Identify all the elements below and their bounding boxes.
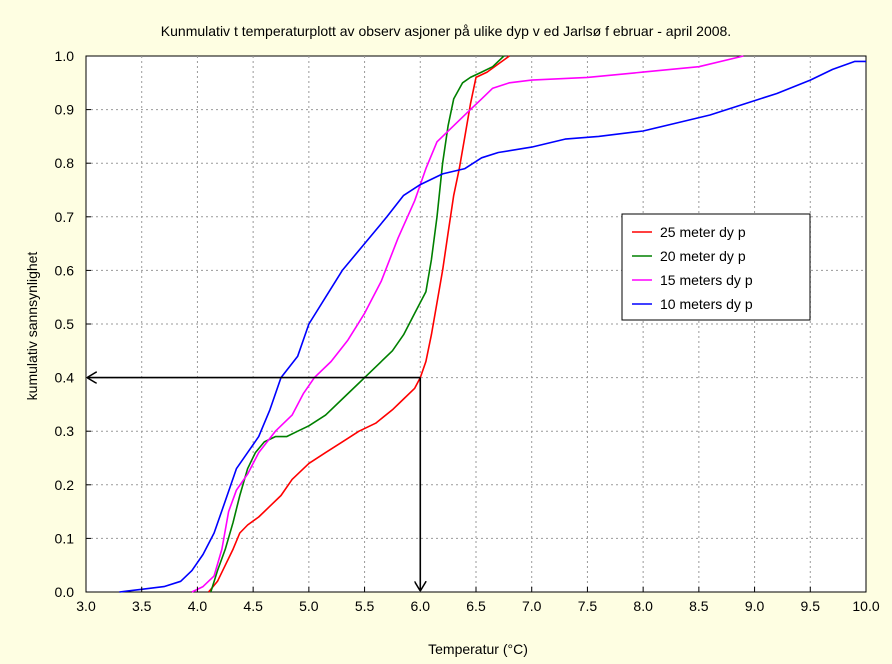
x-tick-label: 7.5 bbox=[578, 598, 598, 614]
annotation-arrows bbox=[88, 378, 420, 590]
legend-label-3: 15 meters dy p bbox=[660, 272, 753, 288]
y-tick-label: 0.7 bbox=[55, 209, 75, 225]
y-tick-label: 0.5 bbox=[55, 316, 75, 332]
x-tick-label: 5.0 bbox=[299, 598, 319, 614]
legend-label-4: 10 meters dy p bbox=[660, 296, 753, 312]
y-tick-label: 0.1 bbox=[55, 530, 75, 546]
x-tick-label: 9.5 bbox=[801, 598, 821, 614]
x-tick-label: 7.0 bbox=[522, 598, 542, 614]
x-axis-ticks: 3.0 3.5 4.0 4.5 5.0 5.5 6.0 6.5 7.0 7.5 8.0 8.5 9.0 9… bbox=[76, 587, 880, 614]
legend-label-2: 20 meter dy p bbox=[660, 248, 746, 264]
legend: 25 meter dy p 20 meter dy p 15 meters dy p… bbox=[621, 213, 811, 321]
x-tick-label: 3.5 bbox=[132, 598, 152, 614]
x-tick-label: 4.0 bbox=[188, 598, 208, 614]
chart-title: Kunmulativ t temperaturplott av observ a… bbox=[161, 23, 731, 39]
y-tick-label: 0.0 bbox=[55, 584, 75, 600]
y-tick-label: 0.6 bbox=[55, 262, 75, 278]
x-tick-label: 8.0 bbox=[633, 598, 653, 614]
legend-box bbox=[621, 213, 811, 321]
x-tick-label: 4.5 bbox=[243, 598, 263, 614]
y-tick-label: 0.3 bbox=[55, 423, 75, 439]
series-lines bbox=[119, 55, 866, 593]
x-tick-label: 8.5 bbox=[689, 598, 709, 614]
x-tick-label: 6.5 bbox=[466, 598, 486, 614]
x-tick-label: 6.0 bbox=[411, 598, 431, 614]
series-line-4 bbox=[119, 60, 866, 593]
x-axis-label: Temperatur (°C) bbox=[428, 641, 528, 657]
x-tick-label: 3.0 bbox=[76, 598, 96, 614]
series-line-3 bbox=[191, 55, 744, 593]
y-tick-label: 1.0 bbox=[55, 48, 75, 64]
series-line-2 bbox=[210, 55, 505, 593]
y-axis-ticks: 0.0 0.1 0.2 0.3 0.4 0.5 0.6 0.7 0.8 0.9 1.0 bbox=[55, 48, 91, 600]
y-tick-label: 0.9 bbox=[55, 102, 75, 118]
y-axis-label: kumulativ sannsynlighet bbox=[24, 252, 40, 401]
y-tick-label: 0.2 bbox=[55, 477, 75, 493]
legend-label-1: 25 meter dy p bbox=[660, 224, 746, 240]
x-tick-label: 9.0 bbox=[745, 598, 765, 614]
y-tick-label: 0.4 bbox=[55, 370, 75, 386]
y-tick-label: 0.8 bbox=[55, 155, 75, 171]
x-tick-label: 5.5 bbox=[355, 598, 375, 614]
x-tick-label: 10.0 bbox=[852, 598, 879, 614]
grid-lines bbox=[86, 56, 866, 592]
series-line-1 bbox=[207, 55, 510, 593]
